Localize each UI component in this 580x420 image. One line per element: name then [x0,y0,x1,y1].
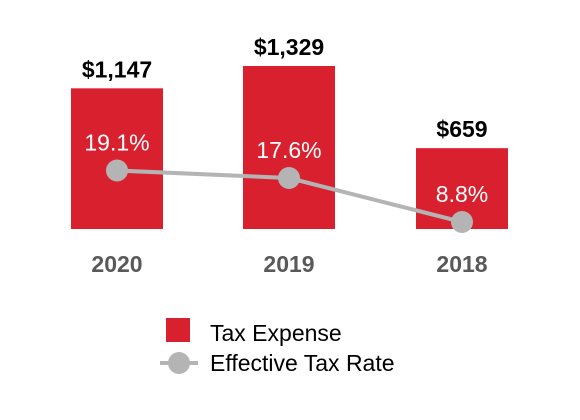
bars-layer [71,66,508,229]
legend: Tax Expense Effective Tax Rate [160,318,395,376]
rate-label-2020: 19.1% [84,130,149,156]
bar-2020 [71,88,163,229]
legend-swatch-marker [168,352,190,374]
bar-value-label-2018: $659 [436,116,487,142]
x-tick-2020: 2020 [91,251,142,277]
legend-label-effective-tax-rate: Effective Tax Rate [210,350,395,376]
rate-marker-2018 [451,211,473,233]
bar-2019 [243,66,335,229]
rate-marker-2020 [106,159,128,182]
rate-marker-2019 [278,167,300,189]
rate-label-2019: 17.6% [256,137,321,163]
legend-label-tax-expense: Tax Expense [210,320,342,346]
rate-line-layer [106,159,473,233]
x-tick-2018: 2018 [436,251,487,277]
x-axis-ticks: 2020 2019 2018 [91,251,487,277]
labels-layer: $1,147 $1,329 $659 19.1% 17.6% 8.8% [82,34,488,207]
bar-value-label-2019: $1,329 [254,34,324,60]
rate-label-2018: 8.8% [436,181,488,207]
bar-value-label-2020: $1,147 [82,56,152,82]
legend-swatch-tax-expense [166,318,190,342]
x-tick-2019: 2019 [263,251,314,277]
